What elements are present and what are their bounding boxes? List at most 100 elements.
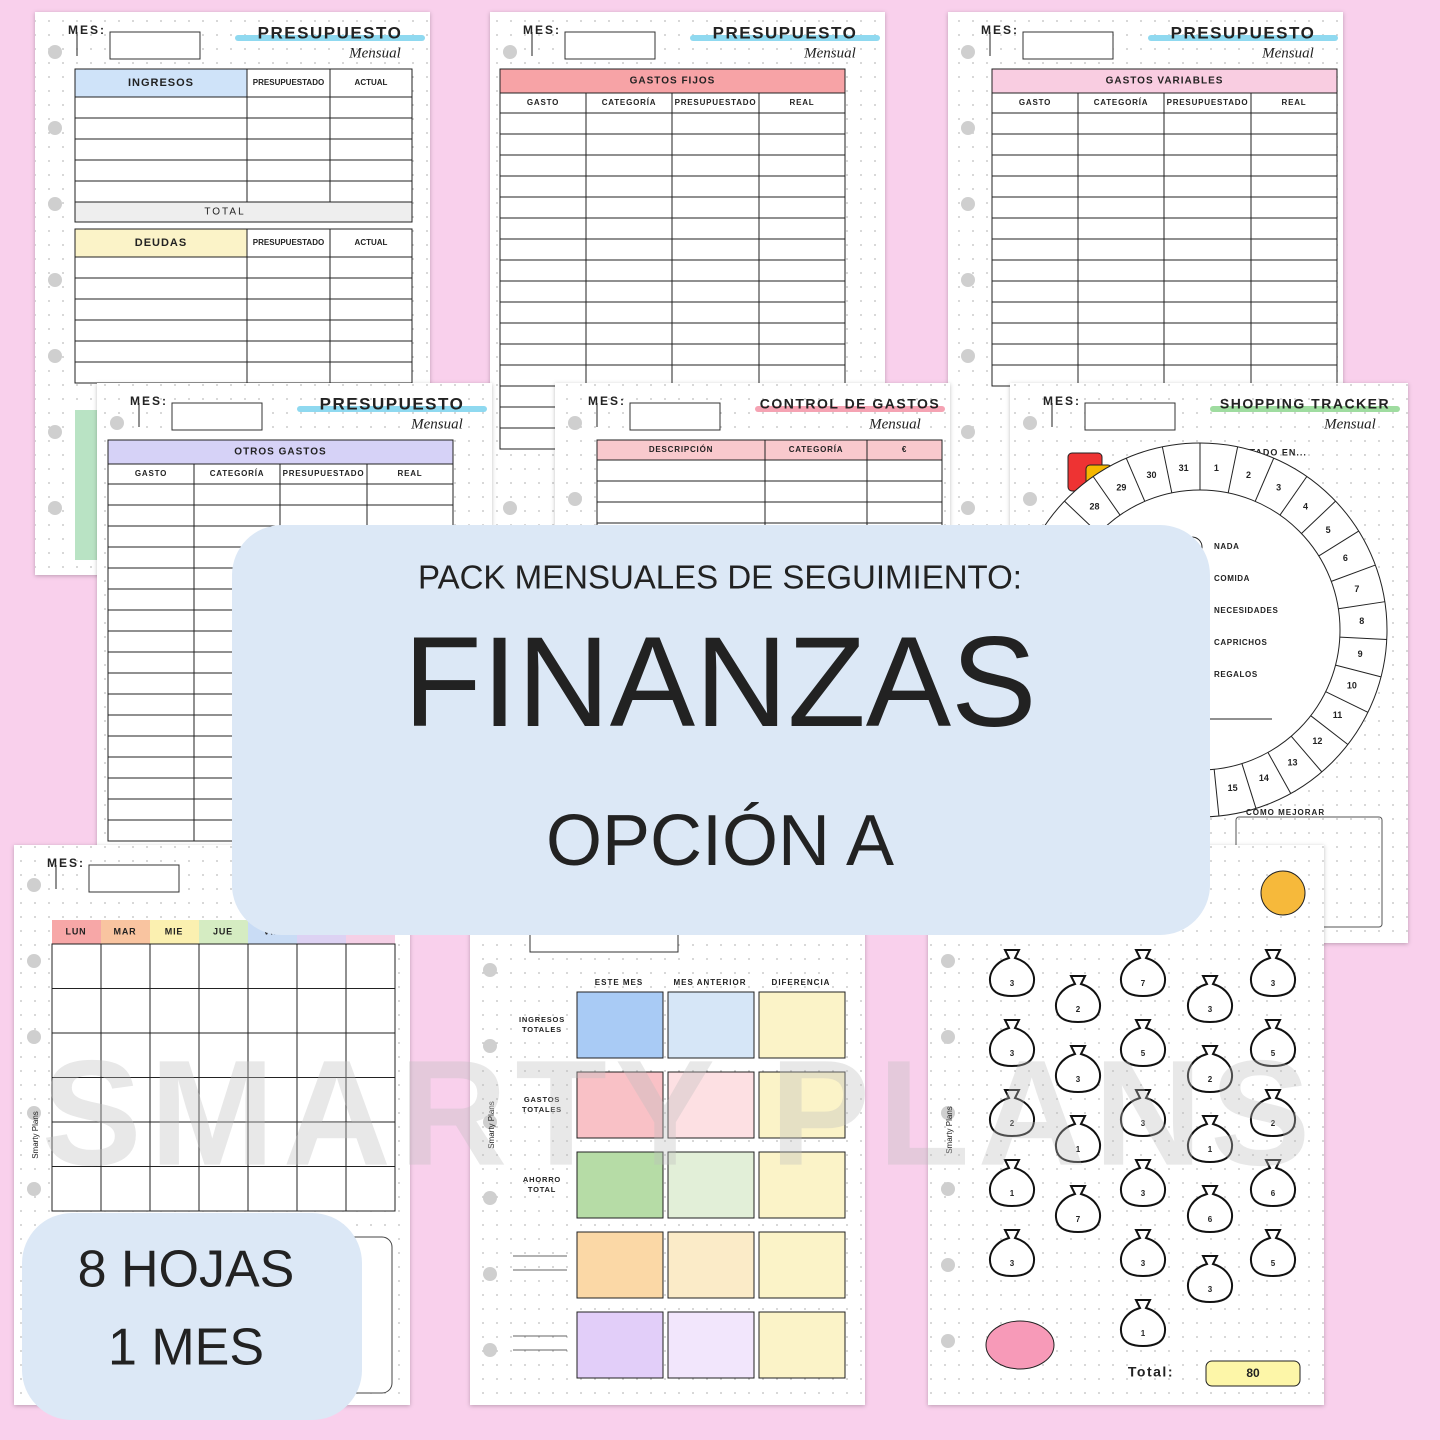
column-label: PRESUPUESTADO bbox=[253, 78, 324, 87]
page-subtitle: Mensual bbox=[1323, 416, 1376, 432]
coin-icon bbox=[1260, 870, 1306, 916]
binder-hole bbox=[941, 1182, 955, 1196]
bag-value: 1 bbox=[1010, 1189, 1015, 1198]
bag-value: 1 bbox=[1208, 1145, 1213, 1154]
cell bbox=[74, 319, 248, 342]
table-cell bbox=[499, 133, 587, 156]
wheel-divider bbox=[1227, 446, 1239, 493]
cell bbox=[246, 180, 331, 203]
bag-value: 7 bbox=[1141, 979, 1146, 988]
table-cell bbox=[107, 651, 195, 674]
wheel-divider bbox=[1325, 691, 1369, 713]
table-cell bbox=[764, 459, 868, 482]
table-cell bbox=[671, 217, 760, 240]
wheel-divider bbox=[1338, 601, 1385, 610]
table-cell bbox=[1077, 259, 1165, 282]
money-bag bbox=[989, 949, 1035, 998]
table-cell bbox=[366, 504, 454, 527]
calendar-cell bbox=[100, 943, 151, 989]
table-cell bbox=[866, 480, 943, 503]
money-bag bbox=[1187, 1115, 1233, 1164]
column-header bbox=[246, 228, 331, 258]
wheel-divider bbox=[1331, 564, 1376, 582]
binder-hole bbox=[961, 501, 975, 515]
main-title: FINANZAS bbox=[404, 611, 1037, 754]
table-cell bbox=[107, 483, 195, 506]
table-cell bbox=[107, 798, 195, 821]
legend-label: CAPRICHOS bbox=[1214, 638, 1267, 647]
calendar-cell bbox=[247, 1077, 298, 1123]
wheel-divider bbox=[1092, 476, 1121, 516]
wheel-divider bbox=[1279, 476, 1308, 516]
binder-hole bbox=[48, 425, 62, 439]
weekday-header bbox=[199, 920, 248, 944]
table-cell bbox=[1250, 196, 1338, 219]
table-cell bbox=[991, 322, 1079, 345]
table-cell bbox=[991, 175, 1079, 198]
page-title: CONTROL DE GASTOS bbox=[760, 396, 941, 412]
day-number: 14 bbox=[1259, 773, 1269, 783]
money-bag bbox=[1120, 1019, 1166, 1068]
column-label: PRESUPUESTADO bbox=[675, 98, 757, 107]
calendar-cell bbox=[247, 943, 298, 989]
row-label: GASTOS bbox=[524, 1095, 560, 1104]
calendar-cell bbox=[296, 943, 347, 989]
binder-hole bbox=[961, 349, 975, 363]
day-number: 31 bbox=[1179, 463, 1189, 473]
binder-hole bbox=[27, 878, 41, 892]
title-highlight bbox=[1210, 406, 1400, 412]
mes-label: MES: bbox=[47, 856, 85, 870]
bag-value: 2 bbox=[1208, 1075, 1213, 1084]
cell bbox=[246, 117, 331, 140]
table-cell bbox=[758, 196, 846, 219]
day-number: 12 bbox=[1312, 736, 1322, 746]
mes-box bbox=[564, 31, 656, 60]
cell bbox=[74, 361, 248, 384]
money-bag bbox=[1055, 975, 1101, 1024]
table-cell bbox=[1250, 238, 1338, 261]
table-cell bbox=[107, 609, 195, 632]
column-label: REAL bbox=[790, 98, 815, 107]
binder-hole bbox=[961, 273, 975, 287]
day-number: 5 bbox=[1326, 525, 1331, 535]
mes-label: MES: bbox=[130, 394, 168, 408]
table-cell bbox=[1163, 322, 1252, 345]
page-subtitle: Mensual bbox=[410, 416, 463, 432]
wheel-divider bbox=[1267, 752, 1292, 794]
table-cell bbox=[1163, 217, 1252, 240]
cell bbox=[74, 298, 248, 321]
mes-box bbox=[171, 402, 263, 431]
day-number: 15 bbox=[1228, 783, 1238, 793]
column-label: CATEGORÍA bbox=[1094, 98, 1149, 107]
binder-hole bbox=[941, 1030, 955, 1044]
binder-hole bbox=[48, 197, 62, 211]
table-cell bbox=[991, 364, 1079, 387]
cell bbox=[329, 277, 413, 300]
bag-value: 3 bbox=[1208, 1005, 1213, 1014]
column-label: REAL bbox=[1282, 98, 1307, 107]
table-cell bbox=[1077, 154, 1165, 177]
page-subtitle: Mensual bbox=[348, 45, 401, 61]
table-cell bbox=[758, 343, 846, 366]
page-title: PRESUPUESTO bbox=[320, 394, 465, 413]
money-bag bbox=[1250, 1019, 1296, 1068]
mes-box bbox=[88, 864, 180, 893]
table-cell bbox=[671, 259, 760, 282]
cell bbox=[246, 340, 331, 363]
binder-hole bbox=[961, 197, 975, 211]
column-label: REAL bbox=[398, 469, 423, 478]
page-subtitle: Mensual bbox=[1261, 45, 1314, 61]
table-cell bbox=[1250, 364, 1338, 387]
weekday-label: MAR bbox=[114, 926, 137, 936]
binder-hole bbox=[27, 1182, 41, 1196]
cell bbox=[329, 256, 413, 279]
cell bbox=[329, 319, 413, 342]
table-cell bbox=[758, 238, 846, 261]
table-cell bbox=[107, 693, 195, 716]
table-title-bar bbox=[107, 439, 454, 465]
calendar-cell bbox=[51, 1077, 102, 1123]
calendar-cell bbox=[198, 1032, 249, 1078]
cell bbox=[246, 256, 331, 279]
table-cell bbox=[671, 280, 760, 303]
section-title: INGRESOS bbox=[128, 77, 194, 89]
